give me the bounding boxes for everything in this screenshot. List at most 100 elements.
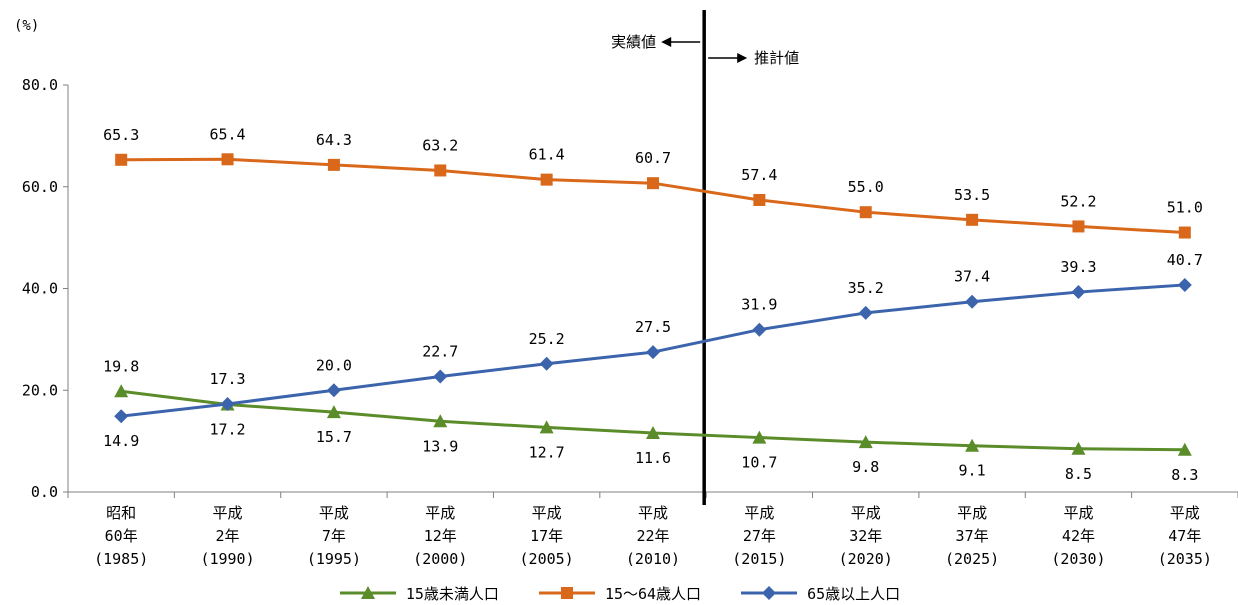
legend-label: 65歳以上人口 [807, 584, 901, 603]
data-point [752, 322, 767, 337]
data-point [965, 438, 980, 452]
data-label: 65.3 [103, 126, 139, 144]
estimate-label: 推計値 [754, 49, 799, 67]
data-point [539, 420, 554, 434]
data-label: 63.2 [422, 136, 458, 154]
series-line [121, 157, 1185, 235]
x-tick-label: (2025) [945, 550, 999, 568]
data-label: 8.3 [1171, 466, 1198, 484]
x-tick-label: (2005) [520, 550, 574, 568]
data-label: 9.8 [852, 458, 879, 476]
data-point [966, 213, 979, 226]
data-label: 22.7 [422, 343, 458, 361]
data-point [434, 164, 447, 177]
x-tick-label: 平成 [744, 504, 774, 522]
data-point [858, 305, 873, 320]
y-tick-label: 60.0 [22, 178, 58, 196]
x-tick-label: 27年 [743, 527, 776, 545]
data-label: 53.5 [954, 186, 990, 204]
data-label: 52.2 [1060, 192, 1096, 210]
x-tick-label: 2年 [216, 527, 240, 545]
x-tick-label: 7年 [322, 527, 346, 545]
data-point [326, 383, 341, 398]
x-tick-label: 平成 [425, 504, 455, 522]
data-label: 10.7 [741, 454, 777, 472]
x-tick-label: (2015) [732, 550, 786, 568]
data-label: 9.1 [959, 462, 986, 480]
data-point [646, 345, 660, 360]
data-point [326, 405, 341, 419]
data-label: 13.9 [422, 437, 458, 455]
data-point [1177, 277, 1192, 292]
data-label: 35.2 [848, 279, 884, 297]
data-label: 25.2 [529, 330, 565, 348]
x-tick-label: 平成 [1170, 504, 1200, 522]
x-tick-label: (2030) [1051, 550, 1105, 568]
data-point [221, 153, 234, 166]
data-point [1072, 220, 1085, 233]
x-tick-label: 60年 [105, 527, 138, 545]
legend-swatch [741, 586, 798, 600]
legend-item: 15歳未満人口 [338, 583, 499, 604]
x-tick-label: (2020) [839, 550, 893, 568]
data-point [433, 369, 448, 384]
y-unit-label: (%) [14, 18, 39, 34]
data-point [1071, 441, 1086, 455]
legend-label: 15〜64歳人口 [604, 584, 702, 603]
data-label: 17.3 [209, 370, 245, 388]
x-tick-label: 平成 [319, 504, 349, 522]
data-label: 11.6 [635, 449, 671, 467]
data-point [646, 425, 660, 439]
x-tick-label: 平成 [638, 504, 668, 522]
data-point [647, 177, 659, 190]
legend-label: 15歳未満人口 [405, 584, 499, 603]
data-point [753, 193, 766, 206]
legend-item: 15〜64歳人口 [537, 583, 701, 604]
data-label: 61.4 [529, 146, 565, 164]
x-tick-label: 37年 [956, 527, 989, 545]
data-label: 19.8 [103, 357, 139, 375]
data-point [114, 409, 129, 424]
data-point [540, 173, 553, 186]
data-label: 27.5 [635, 318, 671, 336]
data-label: 14.9 [103, 432, 139, 450]
y-tick-label: 40.0 [22, 280, 58, 298]
legend-item: 65歳以上人口 [739, 583, 900, 604]
data-point [859, 206, 872, 219]
data-point [858, 435, 873, 449]
x-tick-label: 平成 [957, 504, 987, 522]
legend-swatch [339, 586, 396, 599]
data-point [1071, 285, 1086, 300]
data-label: 20.0 [316, 356, 352, 374]
x-tick-label: (2035) [1158, 550, 1212, 568]
actual-arrow-head [661, 37, 672, 47]
data-point [539, 356, 554, 371]
x-tick-label: 22年 [636, 527, 669, 545]
x-tick-label: (1985) [94, 550, 148, 568]
data-point [433, 414, 448, 428]
data-label: 51.0 [1167, 199, 1203, 217]
y-tick-label: 80.0 [22, 76, 58, 94]
estimate-arrow-head [737, 53, 748, 63]
data-point [965, 294, 980, 309]
data-label: 39.3 [1060, 258, 1096, 276]
x-tick-label: 17年 [530, 527, 563, 545]
data-label: 12.7 [529, 443, 565, 461]
x-tick-label: 12年 [424, 527, 457, 545]
data-label: 64.3 [316, 131, 352, 149]
x-tick-label: 平成 [213, 504, 243, 522]
data-label: 57.4 [741, 166, 777, 184]
data-label: 65.4 [209, 125, 245, 143]
x-tick-label: 平成 [532, 504, 562, 522]
y-tick-label: 20.0 [22, 381, 58, 399]
legend: 15歳未満人口 15〜64歳人口 65歳以上人口 [0, 582, 1238, 604]
x-tick-label: 32年 [849, 527, 882, 545]
data-label: 37.4 [954, 268, 990, 286]
x-tick-label: 42年 [1062, 527, 1095, 545]
data-label: 31.9 [741, 296, 777, 314]
x-tick-label: 平成 [1063, 504, 1093, 522]
data-label: 40.7 [1167, 251, 1203, 269]
data-point [115, 153, 128, 166]
x-tick-label: 平成 [851, 504, 881, 522]
